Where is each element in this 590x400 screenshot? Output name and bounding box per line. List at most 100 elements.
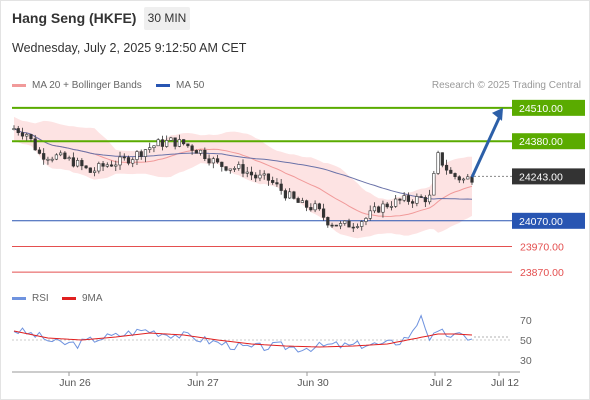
rsi-swatch — [12, 297, 26, 300]
level-label-24380-00: 24380.00 — [519, 136, 563, 148]
candle-body — [436, 152, 440, 174]
candle — [190, 144, 194, 155]
rsi-tick-label: 70 — [520, 315, 532, 327]
candle — [76, 157, 80, 168]
candle-body — [381, 203, 385, 213]
candle — [326, 216, 330, 228]
candle — [92, 167, 97, 177]
candle — [50, 156, 54, 163]
candle — [12, 125, 16, 131]
legend-rsi: RSI — [12, 293, 49, 304]
candles — [12, 125, 474, 233]
level-box-24510-00 — [512, 99, 585, 116]
level-box-24243-00 — [512, 168, 585, 185]
candle — [67, 155, 71, 161]
candle — [33, 134, 37, 151]
candle-body — [372, 206, 377, 212]
candle-body — [165, 140, 169, 147]
candle — [411, 199, 415, 208]
candle-body — [402, 195, 406, 201]
candle-body — [228, 168, 232, 171]
candle — [71, 152, 75, 168]
candle — [220, 161, 224, 172]
target-arrow-head — [492, 107, 503, 121]
candle-body — [461, 178, 466, 181]
candle — [343, 220, 347, 226]
candle — [351, 222, 355, 233]
candle — [305, 199, 309, 212]
candle — [241, 159, 245, 178]
candle — [444, 159, 449, 175]
candle-body — [109, 164, 114, 167]
candle-body — [338, 223, 343, 227]
candle — [29, 133, 33, 142]
candle-body — [67, 157, 71, 160]
instrument-title: Hang Seng (HKFE) — [12, 10, 137, 26]
legend-bollinger-label: MA 20 + Bollinger Bands — [32, 80, 142, 91]
candle-body — [80, 160, 84, 167]
candle — [156, 138, 160, 147]
candle-body — [249, 171, 254, 176]
candle-body — [131, 159, 135, 164]
candle — [440, 152, 444, 168]
legend-ma50: MA 50 — [156, 80, 204, 91]
level-label-23870-00: 23870.00 — [520, 267, 564, 279]
timeframe-button[interactable]: 30 MIN — [144, 7, 190, 30]
x-tick-label: Jul 2 — [430, 377, 452, 389]
candle — [347, 218, 351, 228]
candle — [334, 224, 338, 227]
x-tick-label: Jun 30 — [297, 377, 329, 389]
candle — [389, 201, 394, 211]
candle-body — [232, 168, 237, 170]
candle — [207, 154, 211, 166]
candle — [97, 161, 101, 174]
candle-body — [29, 134, 33, 140]
candle-body — [12, 128, 16, 130]
candle — [415, 193, 419, 207]
candle — [258, 169, 262, 182]
candle-body — [114, 164, 118, 167]
candle-body — [92, 170, 97, 173]
candle-body — [305, 200, 309, 208]
candle-body — [88, 167, 92, 173]
candle — [84, 165, 88, 170]
candle-body — [330, 224, 334, 227]
candle — [63, 151, 67, 160]
candle-body — [411, 201, 415, 204]
candle-body — [54, 154, 59, 160]
candle — [177, 134, 181, 148]
candle-body — [364, 218, 368, 222]
candle-body — [186, 143, 190, 147]
candle-body — [457, 176, 461, 181]
candle-body — [343, 220, 347, 224]
candle — [59, 150, 63, 157]
candle-body — [271, 180, 275, 183]
candle — [114, 160, 118, 172]
candle — [42, 148, 46, 165]
candle-body — [97, 163, 101, 172]
candle-body — [377, 206, 381, 213]
candle-body — [355, 226, 360, 228]
candle-body — [33, 138, 37, 151]
x-tick-label: Jun 26 — [59, 377, 91, 389]
candle — [275, 178, 279, 187]
candle-body — [42, 153, 46, 160]
candle-body — [173, 137, 177, 147]
candle — [160, 135, 165, 151]
credit-text: Research © 2025 Trading Central — [431, 80, 581, 91]
candle-body — [389, 206, 394, 208]
candle — [131, 157, 135, 168]
bollinger-band — [14, 116, 472, 239]
candle — [198, 149, 203, 156]
legend-rsi-label: RSI — [32, 293, 49, 304]
candle-body — [440, 152, 444, 166]
candle-body — [46, 158, 50, 161]
candle — [427, 189, 432, 205]
candle-body — [215, 158, 220, 163]
candle — [394, 195, 398, 208]
candle-body — [37, 149, 42, 154]
level-label-24243-00: 24243.00 — [519, 171, 563, 183]
candle — [37, 147, 42, 155]
candle — [254, 172, 258, 182]
candle — [194, 149, 198, 154]
